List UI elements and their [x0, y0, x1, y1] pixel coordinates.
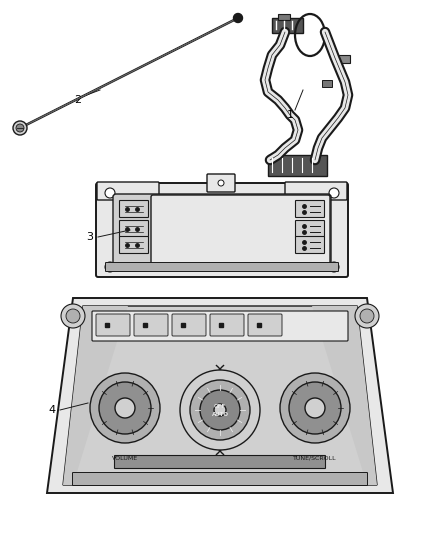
FancyBboxPatch shape — [113, 194, 331, 270]
FancyBboxPatch shape — [96, 314, 130, 336]
Text: 2: 2 — [74, 95, 81, 105]
FancyBboxPatch shape — [338, 55, 350, 63]
Circle shape — [200, 390, 240, 430]
Circle shape — [329, 262, 339, 272]
Circle shape — [66, 309, 80, 323]
FancyBboxPatch shape — [172, 314, 206, 336]
FancyBboxPatch shape — [321, 80, 332, 87]
FancyBboxPatch shape — [248, 314, 282, 336]
FancyBboxPatch shape — [268, 155, 326, 175]
Circle shape — [105, 262, 115, 272]
FancyBboxPatch shape — [114, 456, 325, 469]
Circle shape — [214, 404, 226, 416]
Polygon shape — [312, 306, 377, 485]
Text: 3: 3 — [86, 232, 93, 242]
Circle shape — [13, 121, 27, 135]
Polygon shape — [63, 306, 377, 485]
FancyBboxPatch shape — [97, 182, 159, 200]
FancyBboxPatch shape — [296, 221, 325, 238]
Circle shape — [355, 304, 379, 328]
FancyBboxPatch shape — [296, 237, 325, 254]
Text: AUTO: AUTO — [212, 413, 229, 417]
FancyBboxPatch shape — [296, 200, 325, 217]
Polygon shape — [47, 298, 393, 493]
Text: TUNE/SCROLL: TUNE/SCROLL — [293, 456, 337, 461]
FancyBboxPatch shape — [272, 18, 303, 33]
FancyBboxPatch shape — [92, 311, 348, 341]
Text: 4: 4 — [49, 405, 56, 415]
Circle shape — [105, 188, 115, 198]
Circle shape — [360, 309, 374, 323]
FancyBboxPatch shape — [120, 200, 148, 217]
FancyBboxPatch shape — [106, 262, 339, 271]
FancyBboxPatch shape — [134, 314, 168, 336]
Circle shape — [180, 370, 260, 450]
FancyBboxPatch shape — [96, 183, 348, 277]
FancyBboxPatch shape — [210, 314, 244, 336]
Circle shape — [218, 180, 224, 186]
FancyBboxPatch shape — [73, 472, 367, 486]
FancyBboxPatch shape — [285, 182, 347, 200]
Circle shape — [233, 13, 243, 22]
FancyBboxPatch shape — [120, 221, 148, 238]
FancyBboxPatch shape — [120, 237, 148, 254]
Polygon shape — [63, 306, 128, 485]
Circle shape — [90, 373, 160, 443]
Circle shape — [289, 382, 341, 434]
FancyBboxPatch shape — [151, 195, 330, 269]
Text: VOLUME: VOLUME — [112, 456, 138, 461]
Circle shape — [99, 382, 151, 434]
Circle shape — [61, 304, 85, 328]
FancyBboxPatch shape — [278, 14, 290, 20]
Circle shape — [329, 188, 339, 198]
Circle shape — [16, 124, 24, 132]
FancyBboxPatch shape — [207, 174, 235, 192]
Circle shape — [190, 380, 250, 440]
Circle shape — [280, 373, 350, 443]
Text: 1: 1 — [286, 110, 293, 120]
Text: OFF: OFF — [214, 403, 226, 408]
Circle shape — [115, 398, 135, 418]
Circle shape — [305, 398, 325, 418]
